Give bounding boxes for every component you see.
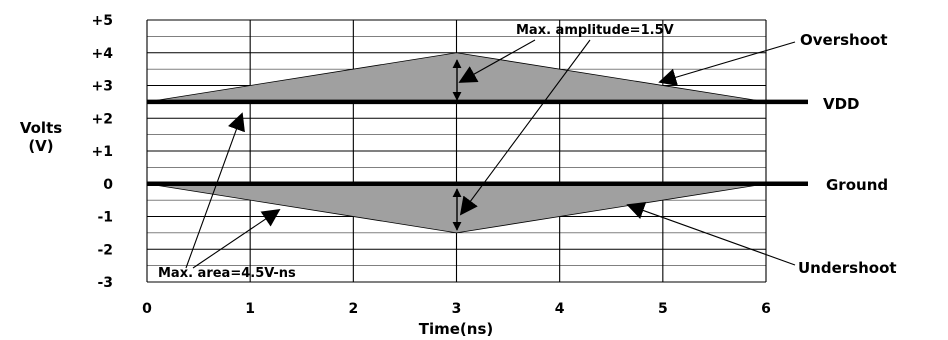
x-axis-label: Time(ns): [419, 320, 494, 338]
x-tick-label: 3: [452, 301, 462, 317]
x-tick-label: 1: [245, 301, 255, 317]
y-tick-label: +4: [92, 46, 114, 62]
y-tick-label: -3: [97, 275, 113, 291]
reference-lines: [147, 99, 808, 186]
y-tick-label: 0: [103, 177, 113, 193]
undershoot-label: Undershoot: [798, 259, 897, 277]
ground-label: Ground: [826, 176, 888, 194]
x-tick-label: 6: [761, 301, 771, 317]
overshoot-leader-arrow: [658, 41, 796, 87]
y-tick-label: +5: [92, 13, 113, 29]
undershoot-leader-arrow: [626, 202, 796, 266]
overshoot-label: Overshoot: [800, 31, 888, 49]
area-leader-arrow-upper: [185, 112, 245, 269]
x-tick-labels: 0 1 2 3 4 5 6: [142, 301, 771, 317]
amplitude-leader-arrow-lower: [459, 39, 591, 216]
area-leader-arrow-lower: [192, 208, 281, 269]
y-tick-labels: +5 +4 +3 +2 +1 0 -1 -2 -3: [92, 13, 114, 291]
y-tick-label: -1: [97, 210, 113, 226]
y-tick-label: -2: [97, 242, 113, 258]
x-tick-label: 4: [555, 301, 565, 317]
x-tick-label: 0: [142, 301, 152, 317]
y-axis-label-line2: (V): [28, 137, 53, 155]
y-tick-label: +1: [92, 144, 113, 160]
y-tick-label: +3: [92, 79, 113, 95]
amplitude-leader-arrow-upper: [458, 39, 536, 83]
y-tick-label: +2: [92, 111, 113, 127]
y-axis-label-line1: Volts: [20, 119, 62, 137]
vdd-label: VDD: [823, 95, 860, 113]
x-tick-label: 5: [658, 301, 668, 317]
x-tick-label: 2: [348, 301, 358, 317]
max-area-label: Max. area=4.5V-ns: [158, 266, 296, 281]
max-amplitude-label: Max. amplitude=1.5V: [516, 23, 674, 38]
